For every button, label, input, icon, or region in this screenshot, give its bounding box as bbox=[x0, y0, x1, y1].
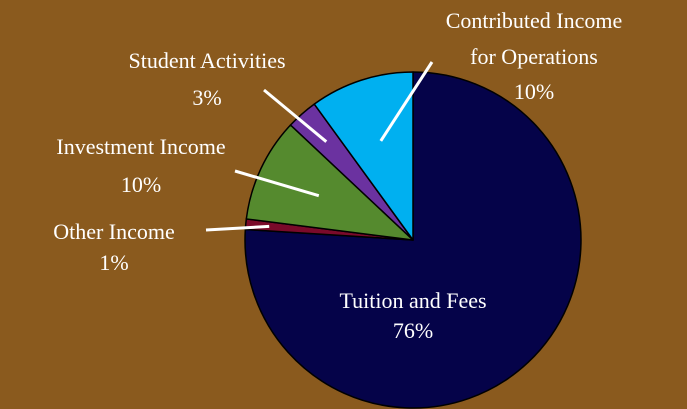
pie-slices bbox=[244, 71, 582, 409]
label-investment-income: Investment Income 10% bbox=[56, 134, 225, 197]
label-tuition-and-fees: Tuition and Fees 76% bbox=[339, 288, 486, 343]
pie-slice-investment-income bbox=[245, 124, 414, 241]
pie-slice-tuition-and-fees bbox=[244, 71, 582, 409]
leader-line-other-income bbox=[205, 224, 270, 232]
category-label-student-activities: Student Activities bbox=[128, 48, 285, 73]
value-label-tuition-and-fees: 76% bbox=[393, 318, 433, 343]
category-label-investment-income: Investment Income bbox=[56, 134, 225, 159]
category-label-tuition-and-fees: Tuition and Fees bbox=[339, 288, 486, 313]
value-label-student-activities: 3% bbox=[192, 85, 221, 110]
leader-line-student-activities bbox=[263, 88, 328, 143]
category-label-other-income: Other Income bbox=[53, 219, 175, 244]
value-label-contributed-income: 10% bbox=[514, 79, 554, 104]
leader-line-investment-income bbox=[234, 169, 320, 198]
value-label-other-income: 1% bbox=[99, 250, 128, 275]
leader-lines bbox=[205, 61, 434, 232]
category-label-contributed-income-line1: Contributed Income bbox=[446, 8, 623, 33]
leader-line-contributed-income-for-operations bbox=[379, 61, 434, 142]
label-contributed-income: Contributed Income for Operations 10% bbox=[446, 8, 623, 104]
category-label-contributed-income-line2: for Operations bbox=[470, 44, 598, 69]
pie-slice-contributed-income-for-operations bbox=[313, 71, 414, 241]
label-student-activities: Student Activities 3% bbox=[128, 48, 285, 110]
value-label-investment-income: 10% bbox=[121, 172, 161, 197]
label-other-income: Other Income 1% bbox=[53, 219, 175, 275]
